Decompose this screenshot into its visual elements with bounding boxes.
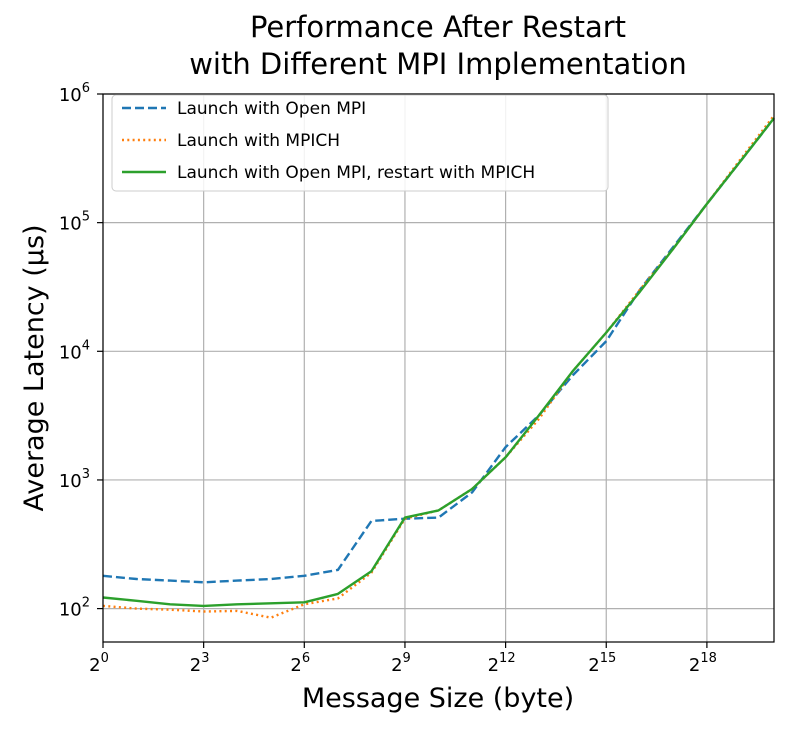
y-tick-base: 10 xyxy=(59,342,82,363)
y-tick-base: 10 xyxy=(59,471,82,492)
x-tick-base: 2 xyxy=(488,655,499,676)
x-tick-exponent: 9 xyxy=(403,651,411,666)
y-tick-base: 10 xyxy=(59,85,82,106)
y-tick-label: 102 xyxy=(59,596,90,621)
x-tick-base: 2 xyxy=(391,655,402,676)
x-tick-exponent: 15 xyxy=(600,651,617,666)
x-axis-label: Message Size (byte) xyxy=(302,683,574,714)
x-tick-base: 2 xyxy=(588,655,599,676)
legend-box xyxy=(111,94,609,192)
series-line-3 xyxy=(102,117,775,608)
x-tick-base: 2 xyxy=(689,655,700,676)
x-tick-exponent: 0 xyxy=(101,651,109,666)
y-tick-base: 10 xyxy=(59,214,82,235)
x-tick-label: 215 xyxy=(588,651,616,676)
x-tick-label: 218 xyxy=(689,651,717,676)
legend-label-3: Launch with Open MPI, restart with MPICH xyxy=(177,163,535,183)
x-tick-exponent: 18 xyxy=(700,651,717,666)
series-line-2 xyxy=(102,114,775,619)
y-axis-label: Average Latency (µs) xyxy=(19,224,50,511)
y-tick-base: 10 xyxy=(59,600,82,621)
y-tick-label: 103 xyxy=(59,467,90,492)
x-tick-label: 26 xyxy=(290,651,310,676)
y-tick-exponent: 2 xyxy=(82,596,90,611)
legend-label-1: Launch with Open MPI xyxy=(177,99,366,119)
y-tick-label: 105 xyxy=(59,210,90,235)
y-tick-exponent: 4 xyxy=(82,338,90,353)
y-tick-label: 104 xyxy=(59,338,90,363)
x-tick-exponent: 12 xyxy=(499,651,516,666)
x-tick-base: 2 xyxy=(89,655,100,676)
y-tick-label: 106 xyxy=(59,81,90,106)
x-tick-exponent: 6 xyxy=(302,651,310,666)
plot-frame xyxy=(102,93,775,643)
x-tick-label: 20 xyxy=(89,651,109,676)
x-tick-label: 23 xyxy=(190,651,210,676)
chart-title-line-1: Performance After Restart xyxy=(250,10,626,44)
chart-title-line-2: with Different MPI Implementation xyxy=(189,47,687,81)
x-tick-base: 2 xyxy=(290,655,301,676)
x-tick-label: 29 xyxy=(391,651,411,676)
x-tick-base: 2 xyxy=(190,655,201,676)
legend: Launch with Open MPI Launch with MPICH Lau… xyxy=(111,94,609,192)
y-tick-exponent: 3 xyxy=(82,467,90,482)
x-tick-exponent: 3 xyxy=(201,651,209,666)
x-tick-label: 212 xyxy=(488,651,516,676)
y-tick-exponent: 6 xyxy=(82,81,90,96)
legend-label-2: Launch with MPICH xyxy=(177,131,340,151)
series-lines xyxy=(102,114,775,619)
y-tick-exponent: 5 xyxy=(82,210,90,225)
